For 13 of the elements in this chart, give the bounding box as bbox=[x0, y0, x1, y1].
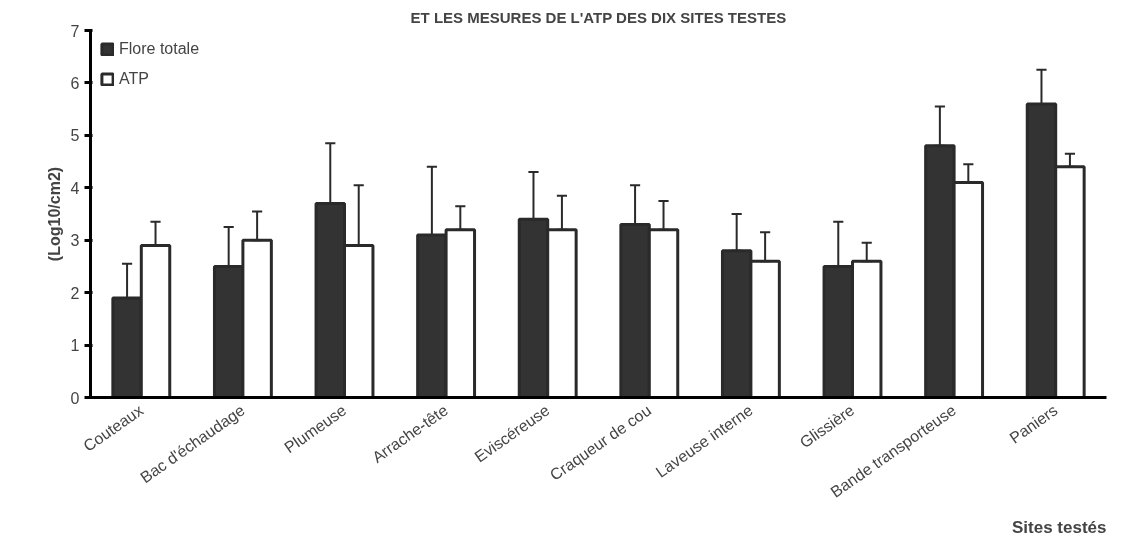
y-tick-label: 3 bbox=[70, 232, 80, 250]
chart-title: ET LES MESURES DE L'ATP DES DIX SITES TESTES bbox=[410, 8, 787, 26]
x-axis-title: Sites testés bbox=[1012, 517, 1107, 537]
legend-label: Flore totale bbox=[119, 40, 200, 58]
y-tick-label: 1 bbox=[70, 337, 80, 355]
y-tick-label: 6 bbox=[70, 74, 80, 92]
legend-label: ATP bbox=[119, 70, 149, 88]
y-axis-title: (Log10/cm2) bbox=[45, 166, 63, 262]
y-tick-label: 4 bbox=[70, 179, 80, 197]
y-tick-label: 7 bbox=[70, 22, 80, 40]
y-tick-label: 0 bbox=[70, 389, 80, 407]
y-tick-label: 2 bbox=[70, 284, 80, 302]
y-tick-label: 5 bbox=[70, 127, 80, 145]
